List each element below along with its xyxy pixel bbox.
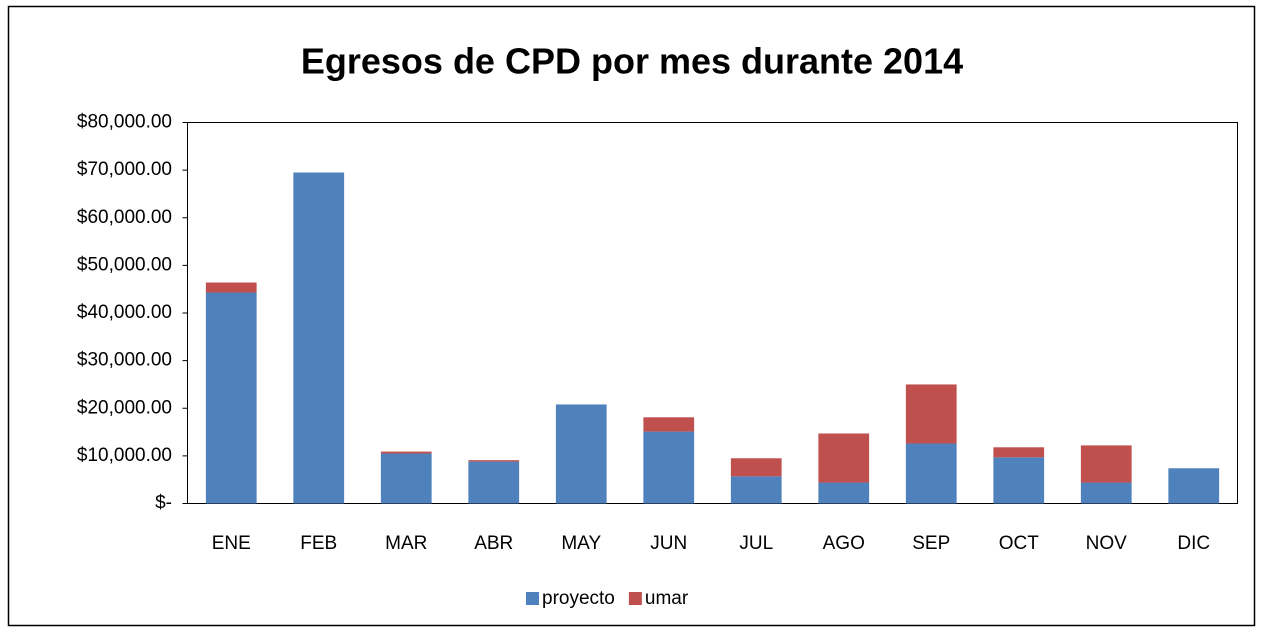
bar-segment xyxy=(730,458,782,477)
bar-segment xyxy=(993,447,1045,458)
bar-segment xyxy=(380,453,432,504)
x-tick-label: JUL xyxy=(739,533,773,554)
y-tick-label: $60,000.00 xyxy=(77,207,172,228)
x-tick-label: JUN xyxy=(650,533,687,554)
y-tick-label: $10,000.00 xyxy=(77,445,172,466)
bar-segment xyxy=(1080,445,1132,483)
x-tick-label: NOV xyxy=(1086,533,1128,554)
y-tick-label: $20,000.00 xyxy=(77,397,172,418)
legend-label: proyecto xyxy=(542,588,615,609)
bar-segment xyxy=(468,461,520,504)
x-tick-label: SEP xyxy=(912,533,950,554)
bar-segment xyxy=(205,282,257,293)
legend-swatch xyxy=(628,592,642,605)
bar-segment xyxy=(905,443,957,504)
bar-segment xyxy=(643,431,695,504)
bar-segment xyxy=(818,482,870,504)
bar-segment xyxy=(380,451,432,454)
x-tick-label: MAY xyxy=(561,533,601,554)
legend-label: umar xyxy=(645,588,689,609)
bar-segment xyxy=(818,433,870,483)
bar-segment xyxy=(205,292,257,504)
x-tick-label: ENE xyxy=(212,533,251,554)
legend-swatch xyxy=(526,592,539,605)
bar-segment xyxy=(730,476,782,504)
x-tick-label: AGO xyxy=(823,533,865,554)
bar-segment xyxy=(468,460,520,462)
y-tick-label: $- xyxy=(155,493,172,514)
x-tick-label: OCT xyxy=(999,533,1040,554)
y-tick-label: $80,000.00 xyxy=(77,112,172,133)
y-tick-label: $40,000.00 xyxy=(77,302,172,323)
x-tick-label: FEB xyxy=(300,533,337,554)
chart-frame xyxy=(7,5,1256,627)
y-tick-label: $50,000.00 xyxy=(77,254,172,275)
bar-segment xyxy=(905,384,957,444)
x-tick-label: MAR xyxy=(385,533,427,554)
y-tick-label: $30,000.00 xyxy=(77,350,172,371)
bar-segment xyxy=(555,404,607,504)
bar-segment xyxy=(293,172,345,504)
bar-segment xyxy=(643,417,695,432)
bar-segment xyxy=(1080,482,1132,504)
y-tick-label: $70,000.00 xyxy=(77,159,172,180)
bar-segment xyxy=(1168,468,1220,504)
chart-title: Egresos de CPD por mes durante 2014 xyxy=(301,41,963,82)
x-tick-label: DIC xyxy=(1177,533,1210,554)
x-tick-label: ABR xyxy=(474,533,513,554)
bar-segment xyxy=(993,457,1045,504)
